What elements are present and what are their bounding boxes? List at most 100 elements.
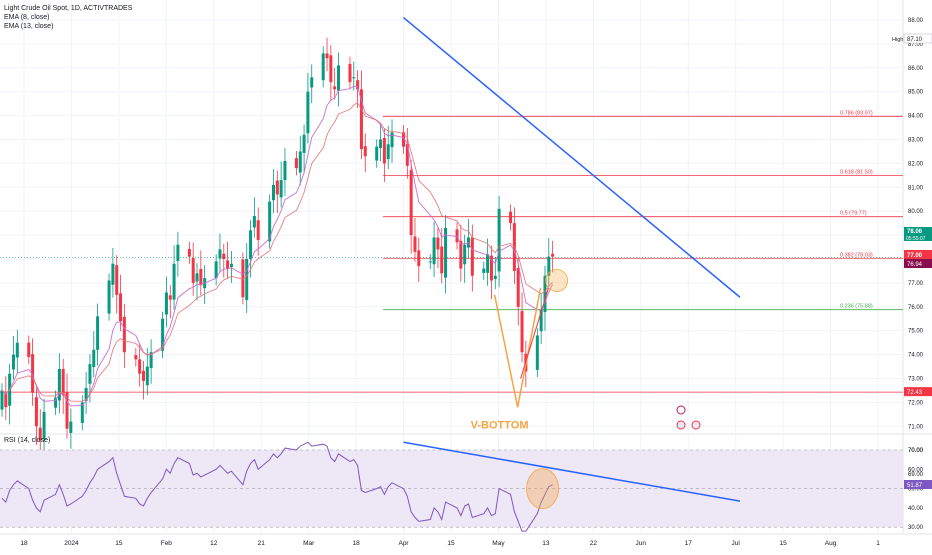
time-tick-label: May	[492, 540, 505, 547]
price-tick-label: 70.00	[908, 448, 924, 454]
high-value: 87.10	[907, 37, 923, 43]
resistance-trendline	[403, 17, 741, 298]
v-bottom-label: V-BOTTOM	[471, 420, 529, 432]
candle-body	[256, 220, 260, 240]
candle-body	[302, 134, 306, 153]
candle-body	[138, 359, 142, 374]
rsi-trendline	[403, 441, 741, 502]
rsi-tick-label: 60.00	[908, 467, 924, 473]
candle-body	[245, 259, 249, 301]
candle-body	[306, 91, 310, 134]
price-tick-label: 72.00	[908, 400, 924, 406]
candle-body	[42, 411, 46, 440]
candle-body	[283, 161, 287, 181]
v-bottom-shape	[493, 287, 542, 408]
candle-body	[321, 53, 325, 81]
candle-body	[348, 63, 352, 83]
price-tick-label: 76.00	[908, 305, 924, 311]
time-tick-label: Mar	[303, 540, 315, 547]
candle-body	[122, 316, 126, 353]
time-tick-label: 18	[352, 540, 360, 547]
candle-body	[164, 292, 168, 315]
rsi-tick-label: 30.00	[908, 525, 924, 531]
candle-body	[436, 237, 440, 250]
rsi-line	[1, 441, 553, 532]
candle-body	[4, 391, 8, 408]
v-bottom-arrow	[520, 287, 550, 379]
candle-body	[61, 368, 65, 396]
rsi-current-value: 51.87	[907, 483, 923, 489]
price-tick-label: 74.00	[908, 353, 924, 359]
candle-body	[84, 388, 88, 401]
candle-body	[226, 260, 230, 269]
candle-body	[222, 253, 226, 259]
last-price-value: 78.06	[907, 229, 923, 235]
candle-body	[405, 143, 409, 166]
candle-body	[432, 237, 436, 265]
candle-body	[279, 180, 283, 198]
price-tick-label: 77.00	[908, 281, 924, 287]
symbol-legend: Light Crude Oil Spot, 1D, ACTIVTRADES EM…	[4, 4, 132, 31]
candle-body	[509, 211, 513, 224]
candle-body	[428, 261, 432, 263]
candle-body	[356, 80, 360, 90]
candle-body	[463, 244, 467, 265]
candle-body	[455, 229, 459, 243]
candle-body	[57, 368, 61, 401]
flag-icon	[691, 420, 701, 430]
candle-body	[386, 144, 390, 160]
candle-body	[333, 86, 337, 90]
ema13-legend: EMA (13, close)	[4, 23, 54, 30]
candle-body	[310, 77, 314, 88]
candle-body	[486, 254, 490, 273]
time-tick-label: 12	[210, 540, 218, 547]
ema8-line	[1, 85, 554, 407]
candle-body	[34, 397, 38, 427]
candle-body	[440, 246, 444, 274]
candle-body	[413, 236, 417, 252]
candle-body	[459, 240, 463, 269]
rsi-value-badge	[904, 479, 932, 489]
candle-body	[31, 354, 35, 393]
candle-body	[54, 397, 58, 408]
time-tick-label: 17	[685, 540, 693, 547]
candle-body	[187, 248, 191, 257]
candle-body	[409, 170, 413, 236]
price-tick-label: 84.00	[908, 114, 924, 120]
event-icon	[676, 405, 686, 415]
fib-level-label: 0.382 (78.03)	[840, 252, 873, 258]
ema8-badge	[904, 250, 932, 259]
candle-body	[145, 366, 149, 386]
candle-body	[241, 259, 245, 298]
candle-body	[141, 370, 145, 381]
symbol-title: Light Crude Oil Spot, 1D, ACTIVTRADES	[4, 5, 133, 12]
time-tick-label: Apr	[398, 540, 409, 547]
candle-body	[65, 392, 69, 429]
price-tick-label: 87.00	[908, 42, 924, 48]
candle-body	[191, 258, 195, 283]
candle-body	[325, 53, 329, 59]
candle-body	[489, 255, 493, 281]
ema13-badge	[904, 259, 932, 268]
candle-body	[134, 355, 138, 360]
candle-body	[382, 138, 386, 164]
high-label: High	[892, 37, 903, 43]
candle-body	[535, 335, 539, 370]
fib-level-label: 0.5 (79.77)	[840, 211, 867, 217]
candle-body	[69, 421, 73, 433]
price-tick-label: 73.00	[908, 377, 924, 383]
candle-body	[214, 261, 218, 279]
candle-body	[482, 268, 486, 273]
candle-body	[359, 89, 363, 150]
rsi-legend: RSI (14, close)	[4, 437, 51, 444]
time-tick-label: 18	[20, 540, 28, 547]
candle-body	[390, 132, 394, 148]
rsi-tick-label: 70.00	[908, 448, 924, 454]
level-badge	[904, 387, 932, 397]
candle-body	[92, 349, 96, 368]
highlight-circle	[545, 269, 569, 292]
ema8-value: 77.00	[907, 253, 923, 259]
price-tick-label: 83.00	[908, 138, 924, 144]
